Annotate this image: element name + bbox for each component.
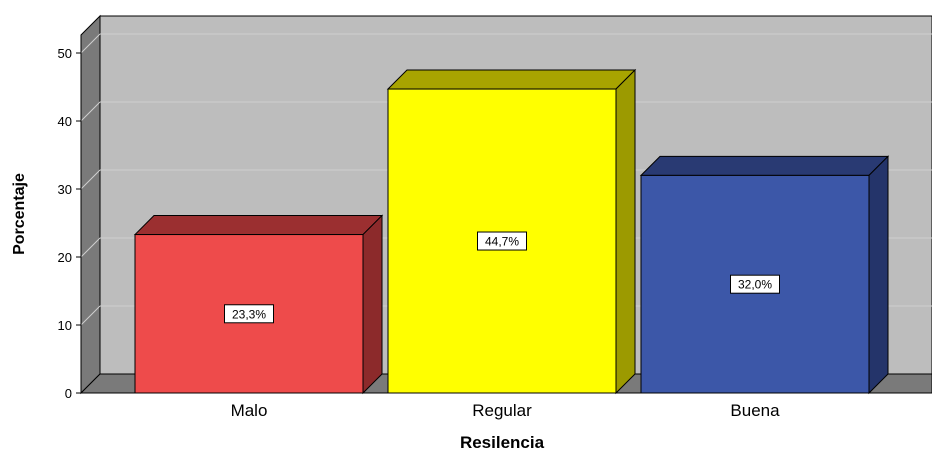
bar-top-0 xyxy=(133,215,384,236)
side-gridline-1 xyxy=(80,305,101,326)
y-tick-label-4: 40 xyxy=(58,114,72,129)
y-tick-label-1: 10 xyxy=(58,318,72,333)
chart-side-wall xyxy=(80,14,101,395)
bar-malo: 23,3% Malo xyxy=(133,214,384,420)
bar-side-2 xyxy=(868,155,889,395)
bar-side-0 xyxy=(362,214,383,395)
y-tick-label-0: 0 xyxy=(65,386,72,401)
bar-side-1 xyxy=(615,68,636,395)
side-gridline-5 xyxy=(80,33,101,54)
data-label-2: 32,0% xyxy=(738,278,772,292)
data-label-box-1 xyxy=(477,231,527,251)
bar-top-1 xyxy=(386,69,637,90)
data-label-1: 44,7% xyxy=(485,235,519,249)
side-gridline-3 xyxy=(80,169,101,190)
y-tick-label-5: 50 xyxy=(58,46,72,61)
x-tick-label-malo: Malo xyxy=(231,401,268,420)
bars: 23,3% Malo 44,7% Regular 32,0% Buena xyxy=(133,68,890,420)
y-axis-title: Porcentaje xyxy=(11,173,28,255)
data-label-0: 23,3% xyxy=(232,307,266,321)
y-tick-label-3: 30 xyxy=(58,182,72,197)
side-gridline-4 xyxy=(80,101,101,122)
y-axis-ticks: 0 10 20 30 40 50 xyxy=(58,46,81,401)
x-tick-label-buena: Buena xyxy=(730,401,780,420)
x-axis-title: Resilencia xyxy=(460,433,545,452)
bar-top-2 xyxy=(639,155,890,176)
side-gridline-2 xyxy=(80,237,101,258)
y-tick-label-2: 20 xyxy=(58,250,72,265)
bar-regular: 44,7% Regular xyxy=(386,68,637,420)
bar-buena: 32,0% Buena xyxy=(639,155,890,420)
data-label-box-0 xyxy=(224,304,274,324)
x-tick-label-regular: Regular xyxy=(472,401,532,420)
data-label-box-2 xyxy=(730,274,780,294)
